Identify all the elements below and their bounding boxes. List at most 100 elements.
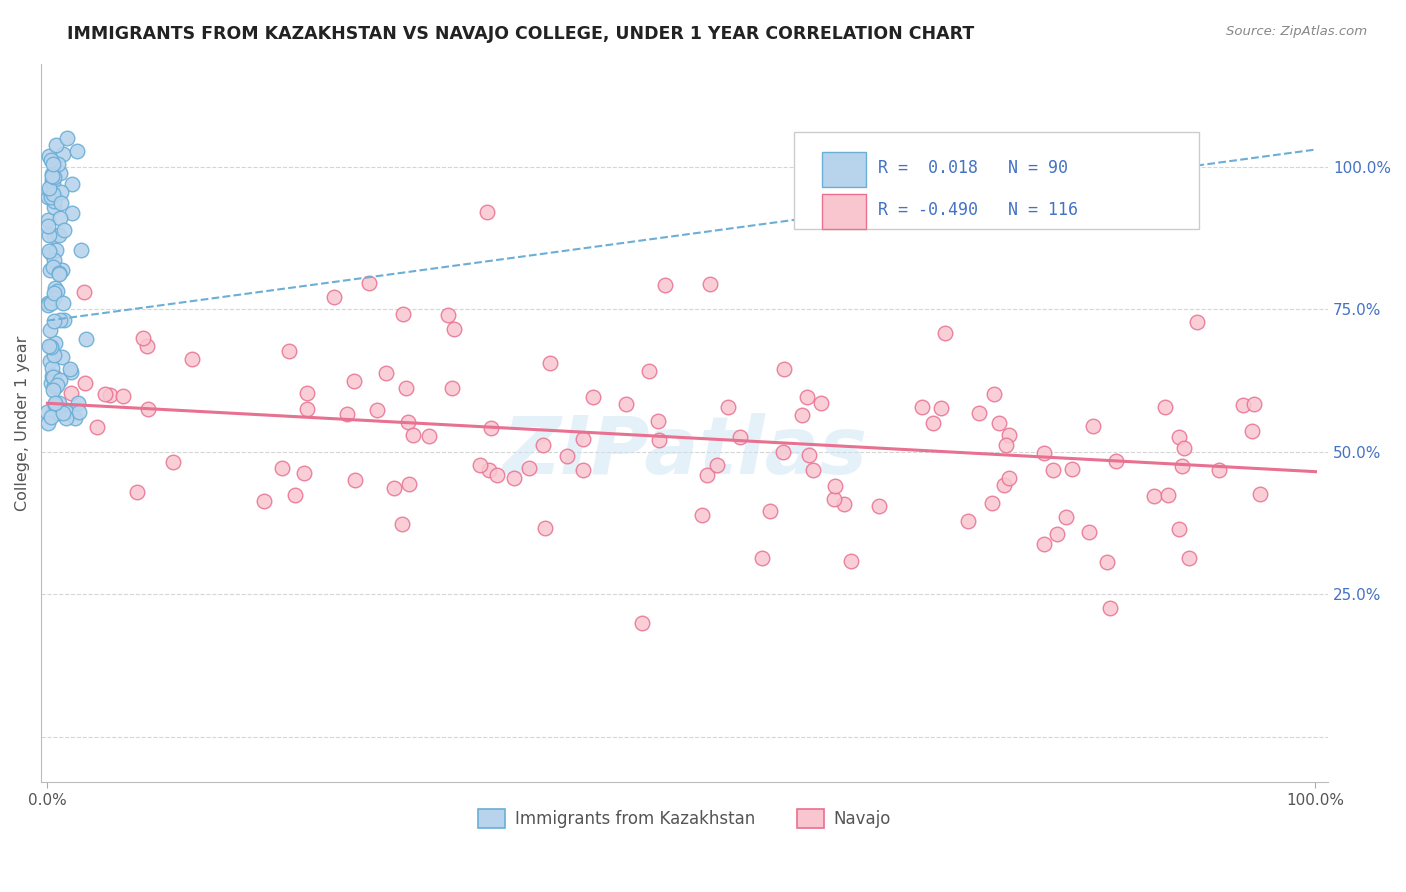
Point xyxy=(44,169,66,184)
Point xyxy=(277,344,299,359)
Point xyxy=(41,173,63,187)
Point xyxy=(52,147,75,161)
Point xyxy=(60,366,83,380)
Point xyxy=(44,396,66,410)
Point xyxy=(45,138,67,153)
Point xyxy=(792,408,814,422)
Point xyxy=(111,389,134,403)
Point xyxy=(181,351,204,366)
Point xyxy=(252,494,274,508)
Point xyxy=(37,296,59,310)
Point xyxy=(647,414,669,428)
Point xyxy=(39,246,62,260)
Point xyxy=(1157,488,1180,502)
Point xyxy=(38,244,60,258)
Point xyxy=(46,157,69,171)
Point xyxy=(41,360,63,375)
Point xyxy=(832,497,855,511)
Point xyxy=(994,438,1017,452)
Point xyxy=(478,463,501,477)
Point xyxy=(44,229,66,244)
Point xyxy=(39,376,62,390)
Point xyxy=(52,407,75,421)
Point xyxy=(323,290,346,304)
Point xyxy=(998,471,1021,485)
FancyBboxPatch shape xyxy=(794,132,1199,229)
Point xyxy=(638,364,661,378)
Point xyxy=(993,478,1015,492)
Point xyxy=(1232,398,1254,412)
Point xyxy=(983,387,1005,401)
Point xyxy=(45,378,67,392)
Point xyxy=(51,350,73,364)
Point xyxy=(42,370,65,384)
Point xyxy=(706,458,728,472)
Point xyxy=(38,353,60,368)
Point xyxy=(699,277,721,291)
Point xyxy=(1042,463,1064,477)
Point xyxy=(839,554,862,568)
Point xyxy=(86,420,108,434)
Point xyxy=(46,406,69,420)
Point xyxy=(572,432,595,446)
Point xyxy=(58,362,80,376)
Point xyxy=(1173,442,1195,456)
Point xyxy=(796,390,818,404)
Text: ZIPatlas: ZIPatlas xyxy=(502,413,868,491)
Point xyxy=(67,405,90,419)
Point xyxy=(910,400,932,414)
Point xyxy=(44,244,66,258)
Point xyxy=(374,366,396,380)
Point xyxy=(980,496,1002,510)
Point xyxy=(42,186,65,201)
Point xyxy=(357,276,380,290)
Point xyxy=(572,463,595,477)
Point xyxy=(55,411,77,425)
Point xyxy=(366,403,388,417)
Point xyxy=(38,339,60,353)
Point xyxy=(66,396,89,410)
Point xyxy=(132,331,155,345)
Point xyxy=(49,312,72,326)
Point xyxy=(38,184,60,198)
Point xyxy=(44,399,66,413)
Point xyxy=(39,153,62,168)
Point xyxy=(1154,400,1177,414)
Point xyxy=(614,397,637,411)
Point xyxy=(502,471,524,485)
Point xyxy=(343,374,366,388)
Point xyxy=(94,387,117,401)
Point xyxy=(418,428,440,442)
Point xyxy=(391,516,413,531)
Point xyxy=(41,186,63,200)
Point xyxy=(292,466,315,480)
Point xyxy=(1033,445,1056,459)
Point xyxy=(52,296,75,310)
Point xyxy=(967,406,990,420)
Point xyxy=(37,219,59,234)
Point xyxy=(60,206,83,220)
FancyBboxPatch shape xyxy=(823,194,866,228)
Point xyxy=(39,295,62,310)
Point xyxy=(810,396,832,410)
Point xyxy=(38,149,60,163)
Text: Source: ZipAtlas.com: Source: ZipAtlas.com xyxy=(1226,25,1367,38)
Point xyxy=(1081,418,1104,433)
Point xyxy=(60,178,83,192)
Point xyxy=(295,401,318,416)
Point xyxy=(48,268,70,282)
Point xyxy=(136,401,159,416)
Point xyxy=(73,285,96,299)
Point xyxy=(1171,458,1194,473)
Point xyxy=(37,416,59,430)
Point xyxy=(479,421,502,435)
Point xyxy=(692,508,714,523)
Point xyxy=(648,433,671,447)
Point xyxy=(42,348,65,362)
Point xyxy=(75,332,97,346)
Point xyxy=(1046,527,1069,541)
Point xyxy=(1097,555,1119,569)
Point xyxy=(1032,537,1054,551)
Point xyxy=(557,449,579,463)
Point xyxy=(1054,509,1077,524)
